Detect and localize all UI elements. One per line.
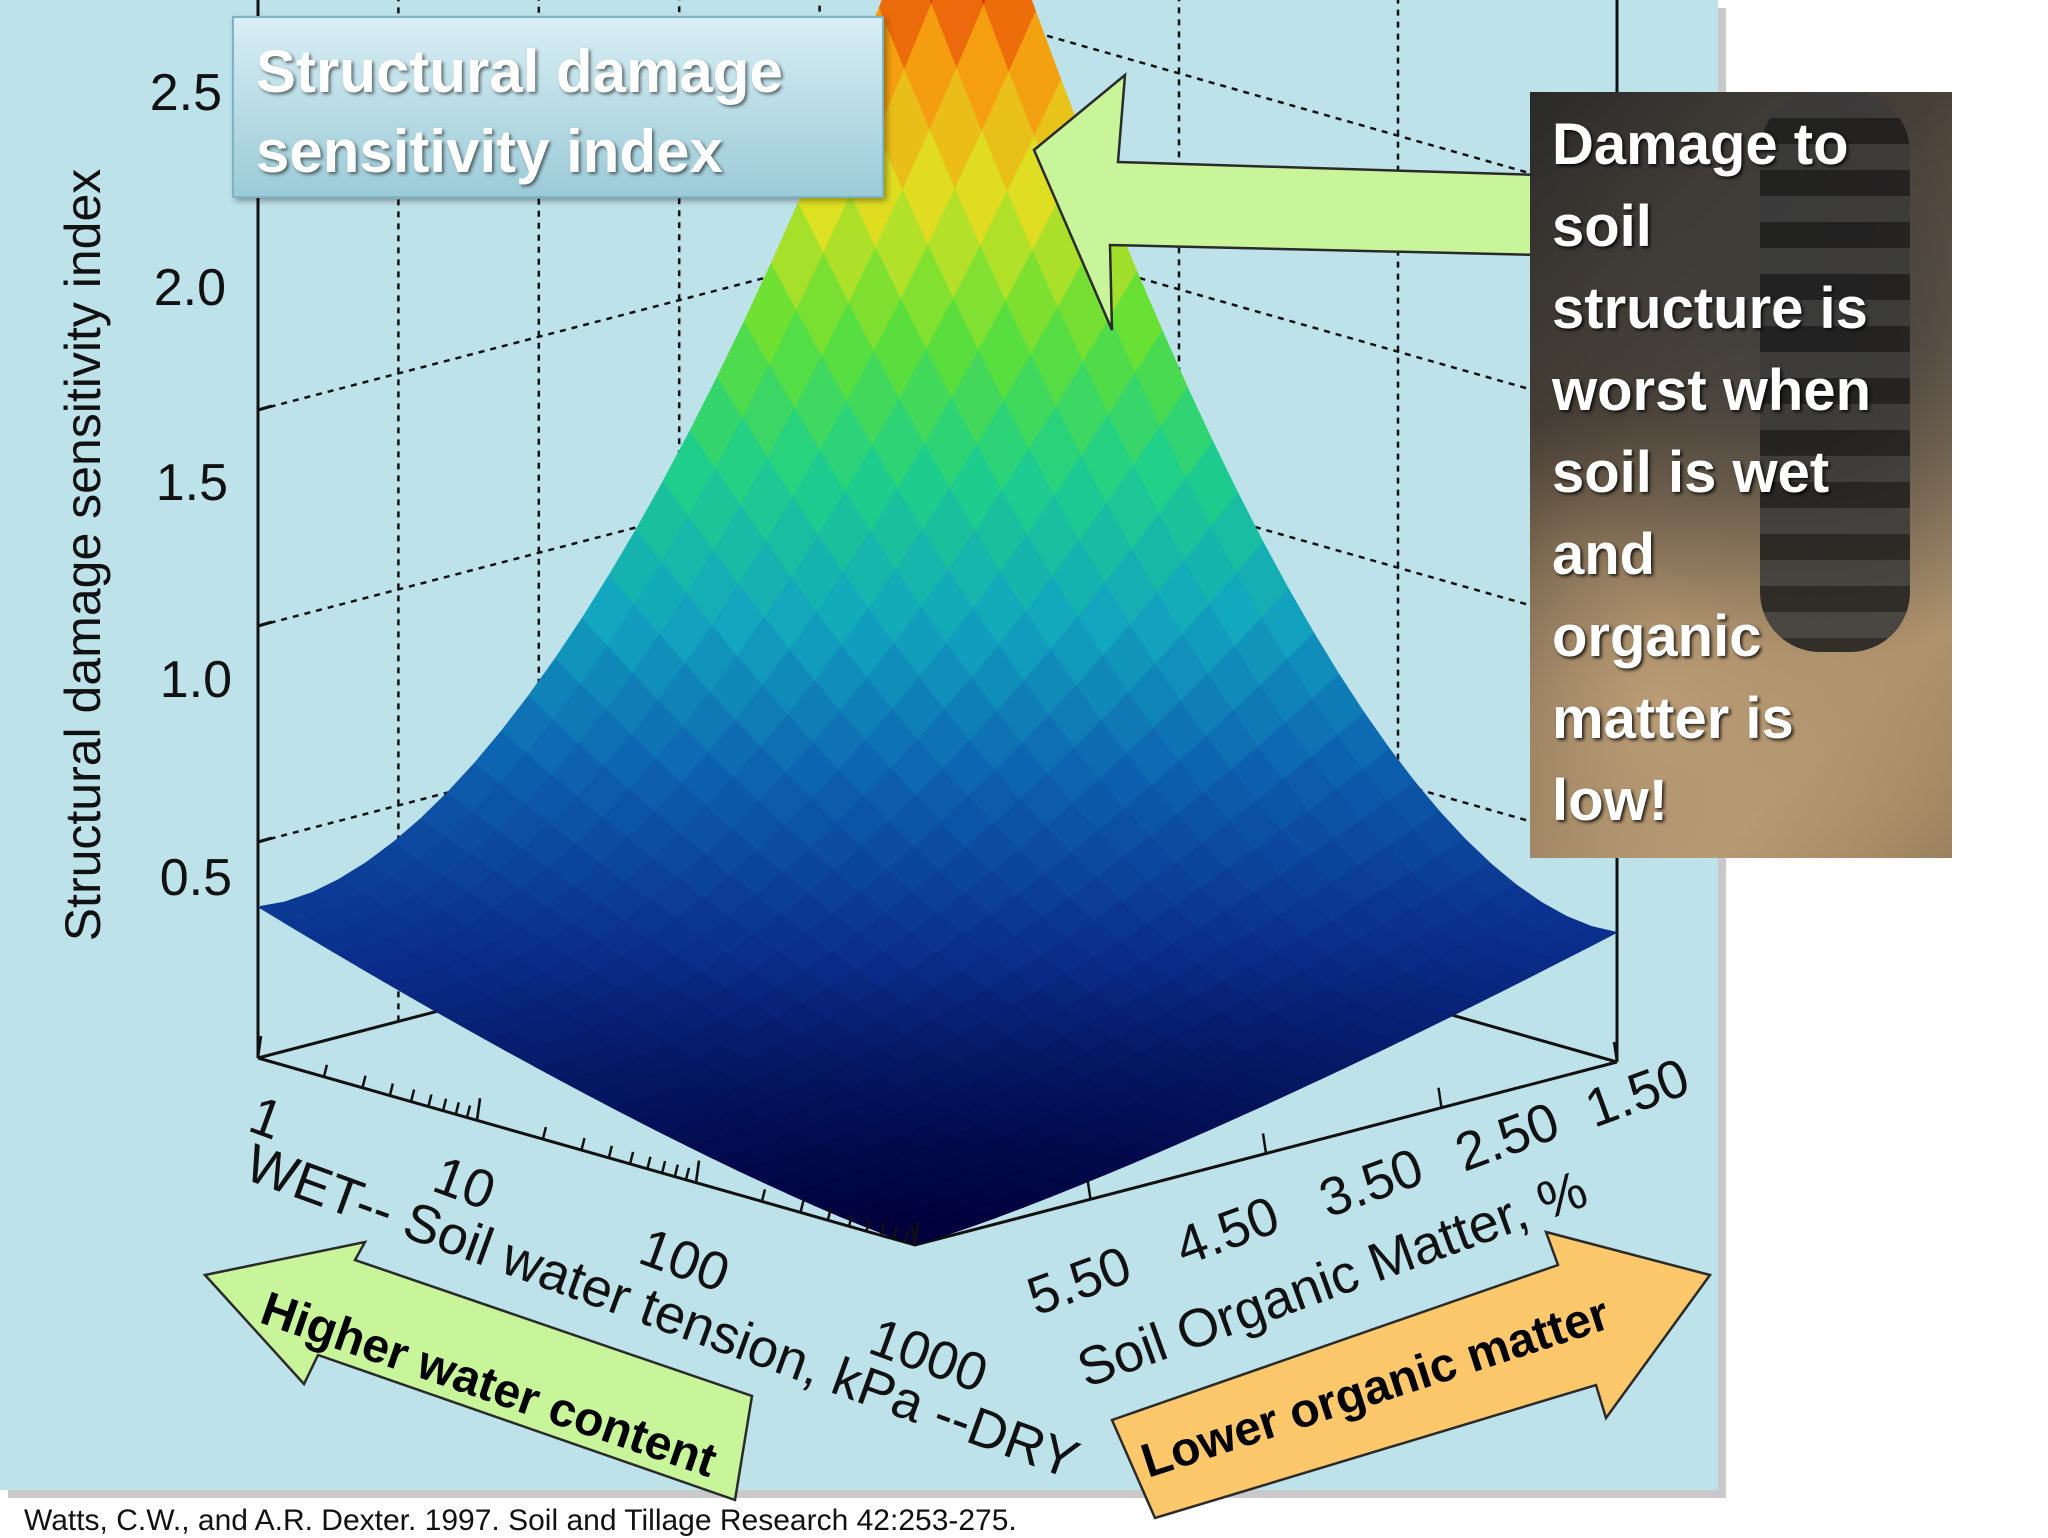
x-tick	[684, 1167, 691, 1181]
z-tick	[257, 836, 273, 844]
x-tick	[465, 1105, 472, 1118]
z-tick	[257, 404, 273, 412]
note-line: organic	[1552, 604, 1762, 669]
note-line: and	[1552, 522, 1656, 587]
x-tick	[409, 1089, 416, 1102]
surface-cell	[980, 0, 987, 7]
z-tick-label: 2.0	[154, 259, 226, 317]
note-line: soil	[1552, 194, 1652, 259]
y-tick	[1261, 1133, 1268, 1154]
x-tick	[673, 1164, 679, 1177]
x-tick	[541, 1126, 548, 1140]
y-tick-label: 1.50	[1578, 1047, 1697, 1139]
x-tick	[903, 1229, 910, 1243]
citation: Watts, C.W., and A.R. Dexter. 1997. Soil…	[24, 1504, 1017, 1537]
tire-tread-image	[1760, 92, 1910, 652]
annotation-photo-box: Damage to soil structure is worst when s…	[1530, 92, 1952, 858]
y-tick-label: 5.50	[1020, 1235, 1139, 1327]
note-line: low!	[1552, 768, 1668, 833]
note-line: Damage to	[1552, 112, 1849, 177]
chart-title-box: Structural damage sensitivity index	[232, 16, 884, 198]
arrow-right-organic	[1110, 1230, 1713, 1520]
y-tick-label: 4.50	[1168, 1185, 1287, 1277]
y-tick-label: 3.50	[1312, 1137, 1431, 1229]
note-line: soil is wet	[1552, 440, 1830, 505]
x-tick	[628, 1151, 635, 1165]
z-tick-label: 0.5	[160, 849, 232, 907]
x-tick	[879, 1223, 886, 1236]
note-line: matter is	[1552, 686, 1794, 751]
x-tick	[454, 1101, 460, 1115]
x-tick	[580, 1137, 586, 1151]
x-tick	[646, 1156, 652, 1170]
x-tick	[361, 1075, 367, 1089]
z-axis-label: Structural damage sensitivity index	[55, 169, 111, 942]
y-tick	[910, 1224, 917, 1246]
chart-title-line: sensitivity index	[256, 118, 723, 185]
z-tick-label: 1.5	[156, 454, 228, 512]
z-tick-label: 2.5	[150, 64, 222, 122]
peak-arrow	[1032, 72, 1542, 331]
axis-ticks	[256, 188, 1619, 1246]
x-tick	[865, 1218, 871, 1232]
surface-mesh	[256, 0, 1619, 1246]
x-tick	[441, 1098, 448, 1111]
x-tick	[799, 1200, 805, 1213]
chart-title-line: Structural damage	[256, 38, 783, 105]
z-tick-labels: 0.5 1.0 1.5 2.0 2.5	[150, 64, 232, 907]
x-tick	[760, 1189, 767, 1202]
x-tick	[322, 1064, 329, 1078]
y-tick	[1437, 1087, 1443, 1108]
x-tick	[607, 1145, 614, 1159]
z-tick	[257, 620, 273, 628]
note-line: worst when	[1552, 358, 1872, 423]
z-tick-label: 1.0	[160, 651, 232, 709]
x-tick	[892, 1226, 898, 1240]
x-tick	[388, 1083, 395, 1096]
x-tick	[847, 1213, 854, 1227]
y-tick	[1086, 1179, 1092, 1200]
arrow-left-water	[202, 1240, 754, 1502]
x-tick	[256, 1035, 263, 1059]
surface-cell	[929, 0, 934, 6]
y-tick	[1612, 1041, 1619, 1063]
x-tick	[694, 1160, 701, 1183]
note-line: structure is	[1552, 276, 1868, 341]
x-tick	[826, 1207, 833, 1221]
x-tick	[427, 1094, 433, 1107]
x-tick	[475, 1098, 482, 1121]
x-tick	[660, 1160, 667, 1174]
annotation-note: Damage to soil structure is worst when s…	[1552, 104, 1942, 842]
